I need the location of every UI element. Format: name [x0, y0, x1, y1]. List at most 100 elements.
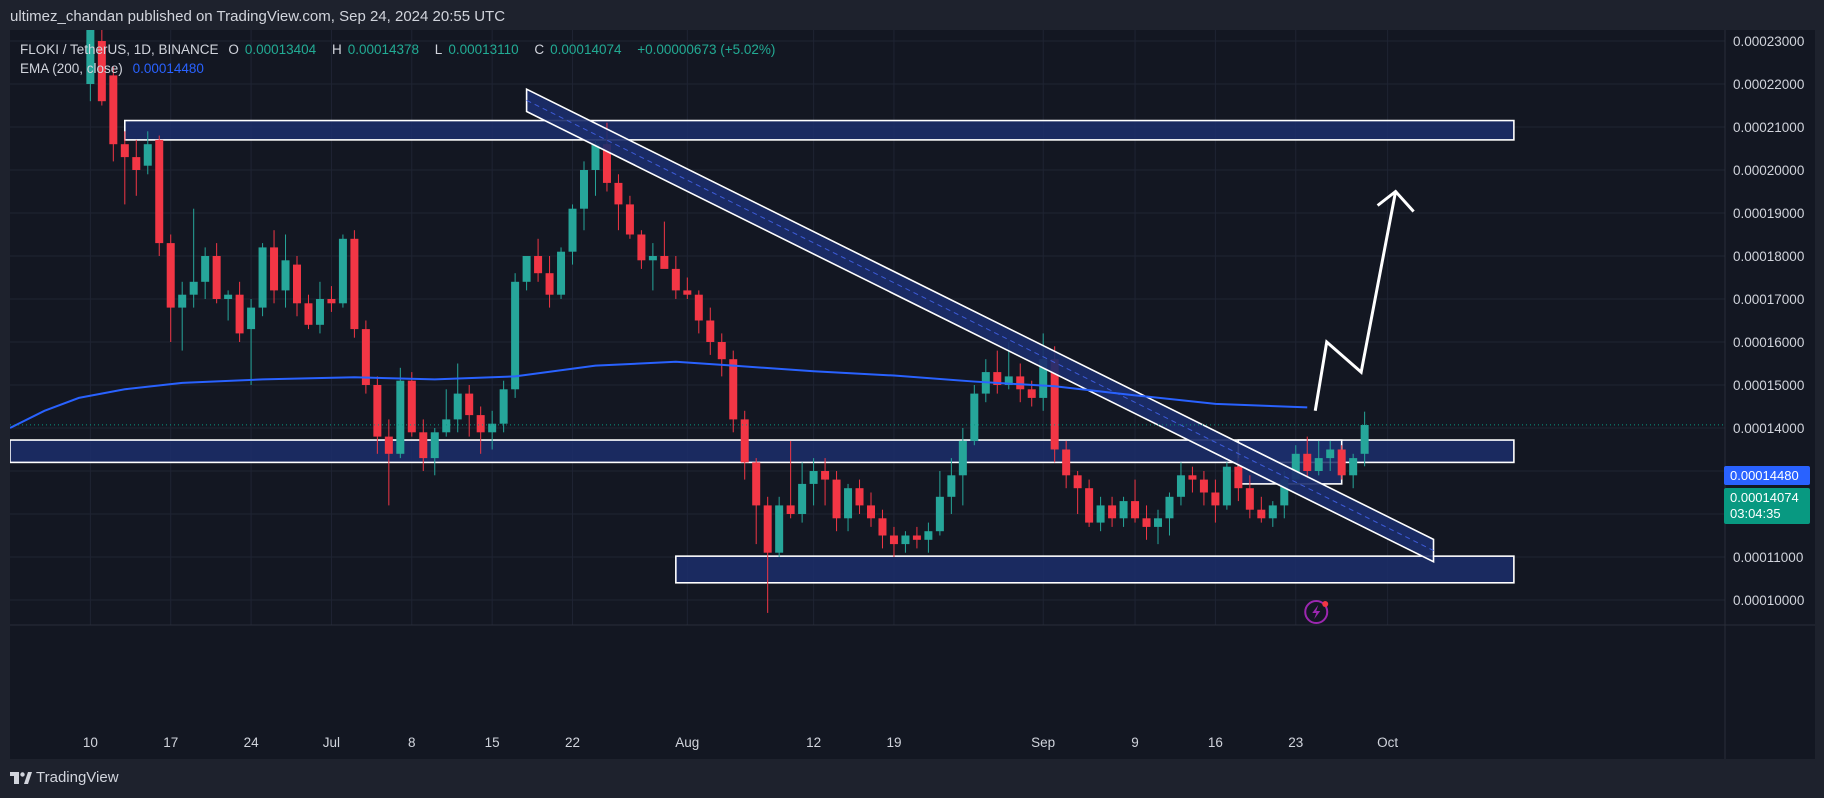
candle-body: [855, 488, 864, 506]
candle-body: [1314, 458, 1323, 471]
candle-body: [201, 256, 210, 282]
descending-trendline: [525, 87, 1435, 564]
axes: 0.000100000.000110000.000120000.00013000…: [10, 30, 1815, 759]
candle-body: [120, 144, 129, 158]
candle-body: [166, 243, 175, 308]
candle-body: [1326, 449, 1335, 459]
candle-body: [350, 238, 359, 330]
ema-line: [10, 360, 1308, 429]
candle-body: [442, 419, 451, 433]
candle-body: [602, 144, 611, 183]
x-tick-label: 17: [163, 735, 178, 750]
candle-body: [293, 264, 301, 304]
symbol-label[interactable]: FLOKI / TetherUS, 1D, BINANCE: [20, 42, 219, 57]
candle-body: [614, 182, 623, 205]
candle-body: [1257, 509, 1266, 519]
chart-legend: FLOKI / TetherUS, 1D, BINANCE O 0.0001340…: [20, 40, 781, 78]
candle-body: [1176, 475, 1185, 497]
y-tick-label: 0.00016000: [1733, 335, 1804, 350]
candle-body: [637, 234, 646, 261]
candle-body: [1016, 376, 1025, 390]
y-tick-label: 0.00018000: [1733, 249, 1804, 264]
y-tick-label: 0.00020000: [1733, 163, 1804, 178]
candle-body: [545, 273, 554, 295]
y-tick-label: 0.00010000: [1733, 593, 1804, 608]
x-tick-label: 12: [806, 735, 821, 750]
candle-body: [717, 342, 726, 360]
low-label: L: [434, 42, 443, 57]
candle-body: [1268, 505, 1277, 519]
candle-body: [740, 419, 749, 463]
candle-body: [109, 75, 118, 145]
price-zone: [124, 119, 1515, 141]
projection-arrow-head: [1376, 189, 1415, 213]
projection-arrow: [1313, 191, 1398, 412]
close-value: 0.00014074: [550, 42, 622, 57]
candle-body: [1291, 453, 1300, 480]
projection-arrow-group: [1304, 189, 1415, 624]
ema-label[interactable]: EMA (200, close): [20, 61, 123, 76]
candle-body: [993, 372, 1002, 385]
candle-body: [453, 393, 462, 420]
candle-body: [1337, 449, 1346, 476]
chart-panel[interactable]: 0.000100000.000110000.000120000.00013000…: [10, 30, 1815, 759]
candle-body: [488, 423, 497, 433]
x-tick-label: Aug: [675, 735, 699, 750]
candle-body: [1142, 518, 1151, 527]
ema-line-group: [10, 360, 1725, 429]
x-tick-label: 24: [244, 735, 260, 750]
publisher-line: ultimez_chandan published on TradingView…: [10, 8, 506, 25]
candle-body: [132, 157, 141, 170]
x-tick-label: 19: [886, 735, 901, 750]
candle-body: [1234, 466, 1243, 489]
candle-body: [224, 294, 233, 299]
price-zone: [675, 555, 1515, 584]
candle-body: [384, 436, 393, 454]
candle-body: [522, 256, 531, 282]
candle-body: [396, 380, 405, 454]
x-tick-label: Oct: [1377, 735, 1398, 750]
candle-body: [1165, 496, 1174, 519]
high-value: 0.00014378: [347, 42, 420, 57]
candle-body: [1349, 458, 1358, 476]
candle-body: [97, 41, 106, 102]
candle-body: [534, 256, 543, 274]
x-tick-label: Sep: [1031, 735, 1055, 750]
y-tick-label: 0.00011000: [1733, 550, 1803, 565]
candle-body: [373, 385, 382, 437]
candle-body: [947, 475, 956, 497]
open-label: O: [228, 42, 239, 57]
y-tick-label: 0.00019000: [1733, 206, 1804, 221]
candle-body: [844, 488, 853, 519]
candle-body: [924, 531, 933, 540]
candle-body: [304, 303, 313, 325]
candle-body: [155, 139, 164, 244]
candle-body: [798, 483, 807, 514]
candle-body: [476, 415, 485, 433]
candle-body: [832, 479, 841, 519]
candlestick-chart[interactable]: 0.000100000.000110000.000120000.00013000…: [10, 30, 1815, 759]
candle-body: [1085, 488, 1094, 523]
legend-ohlc-row: FLOKI / TetherUS, 1D, BINANCE O 0.0001340…: [20, 40, 781, 59]
candle-body: [1039, 359, 1048, 398]
candle-body: [775, 505, 784, 553]
y-tick-label: 0.00021000: [1733, 120, 1804, 135]
candle-body: [809, 471, 818, 484]
lightning-icon: [1312, 605, 1321, 619]
candle-body: [1131, 501, 1140, 519]
candle-body: [912, 535, 921, 540]
candle-body: [419, 432, 428, 459]
tradingview-logo-icon: [10, 771, 32, 784]
event-marker-icon: [1304, 600, 1329, 624]
candle-body: [270, 247, 279, 291]
candle-body: [671, 268, 680, 291]
candle-body: [660, 256, 669, 269]
candle-body: [327, 299, 336, 304]
candle-body: [1199, 479, 1208, 493]
candle-body: [557, 251, 566, 295]
footer-brand[interactable]: TradingView: [10, 769, 119, 786]
countdown-value: 03:04:35: [1730, 506, 1781, 521]
candle-body: [568, 208, 577, 252]
notification-dot-icon: [1322, 601, 1329, 607]
candle-body: [729, 359, 738, 420]
